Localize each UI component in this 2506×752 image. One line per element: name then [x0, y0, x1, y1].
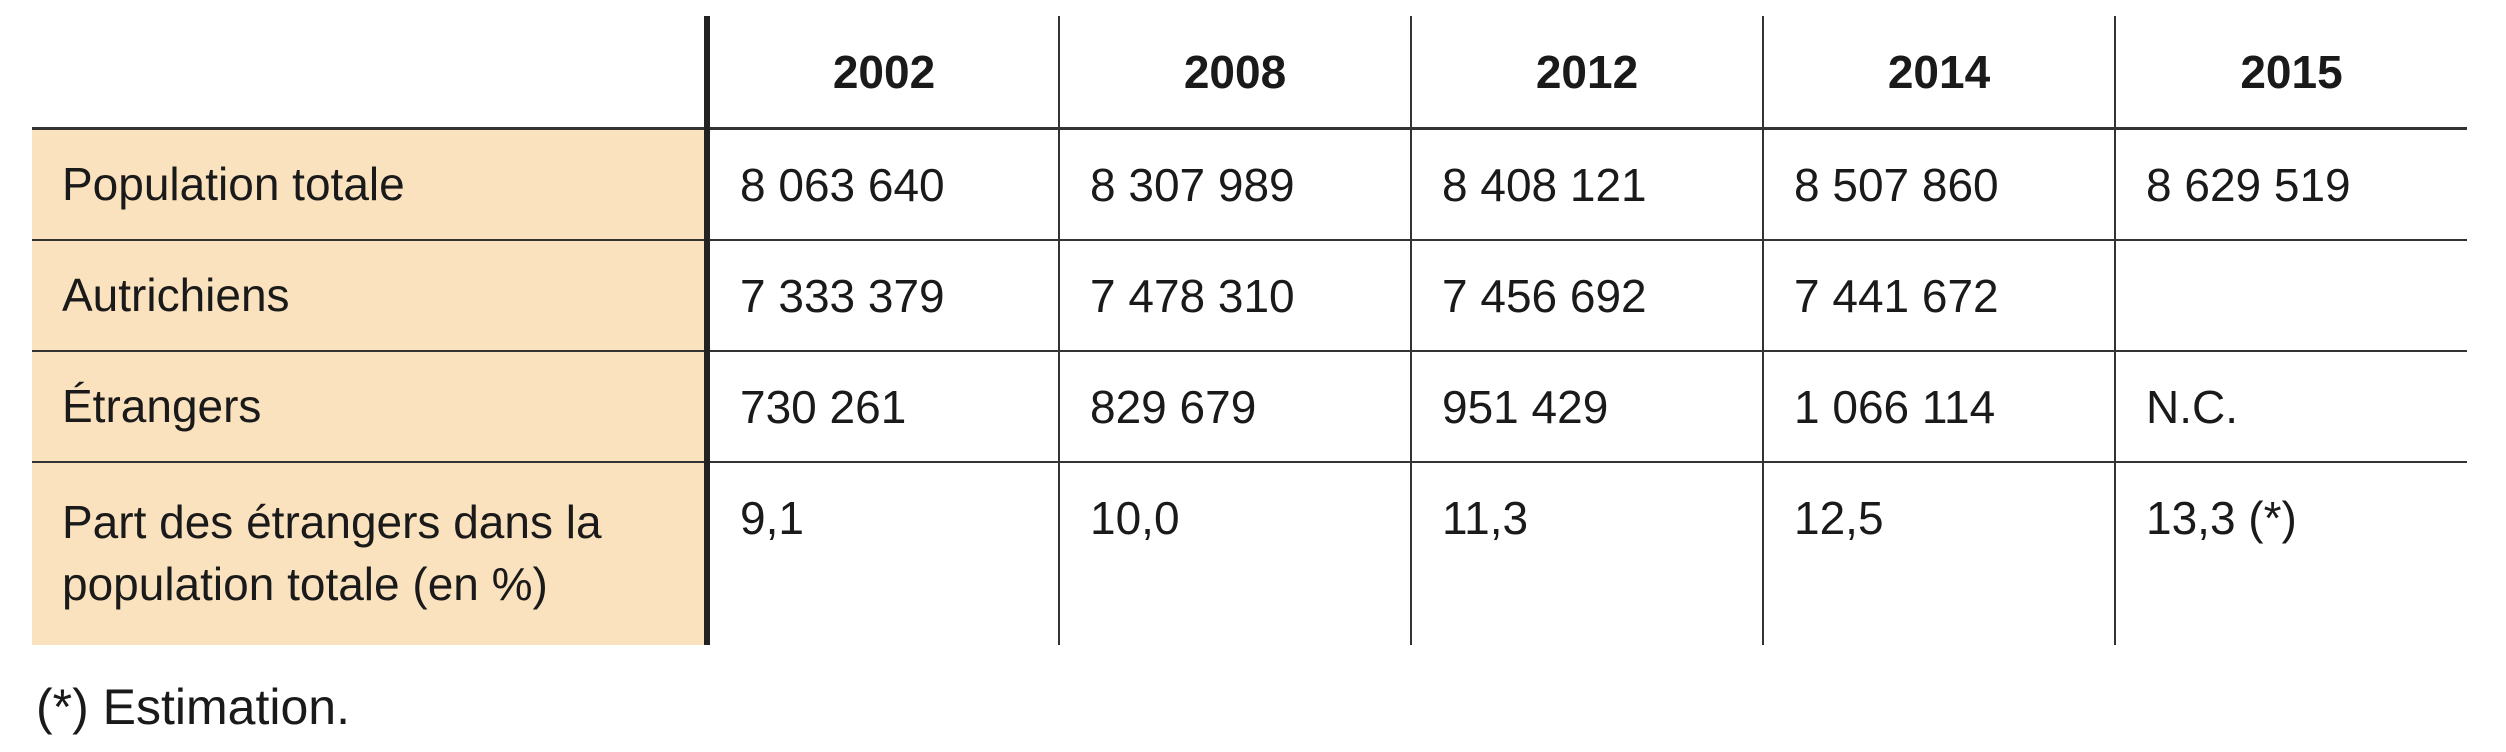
table-cell: 9,1 — [706, 462, 1059, 645]
table-cell: 730 261 — [706, 351, 1059, 463]
table-cell: 12,5 — [1762, 462, 2115, 645]
table-cell — [2114, 240, 2467, 352]
table-cell: 8 629 519 — [2114, 128, 2467, 241]
table-cell: 10,0 — [1058, 462, 1411, 645]
column-header: 2012 — [1410, 16, 1763, 130]
table-cell: 1 066 114 — [1762, 351, 2115, 463]
column-header: 2014 — [1762, 16, 2115, 130]
column-header: 2015 — [2114, 16, 2467, 130]
table-cell: 951 429 — [1410, 351, 1763, 463]
table-cell: 13,3 (*) — [2114, 462, 2467, 645]
table-cell: 7 456 692 — [1410, 240, 1763, 352]
table-row: Autrichiens 7 333 379 7 478 310 7 456 692 7 … — [32, 240, 2467, 352]
table-cell: 8 307 989 — [1058, 128, 1411, 241]
row-label: Part des étrangers dans la population to… — [32, 462, 710, 645]
table-row: Étrangers 730 261 829 679 951 429 1 066 114 N… — [32, 351, 2467, 463]
column-header: 2008 — [1058, 16, 1411, 130]
footnote: (*) Estimation. — [36, 679, 350, 735]
row-label: Autrichiens — [32, 240, 710, 352]
corner-cell — [32, 16, 707, 130]
row-label: Population totale — [32, 128, 710, 241]
table-cell: 829 679 — [1058, 351, 1411, 463]
table-cell: N.C. — [2114, 351, 2467, 463]
header-row: 2002 2008 2012 2014 2015 — [32, 16, 2467, 130]
row-label: Étrangers — [32, 351, 710, 463]
table-cell: 8 408 121 — [1410, 128, 1763, 241]
table-cell: 7 478 310 — [1058, 240, 1411, 352]
table-row: Part des étrangers dans la population to… — [32, 462, 2467, 645]
data-table: 2002 2008 2012 2014 2015 Population totale 8 … — [32, 16, 2467, 645]
table-cell: 7 333 379 — [706, 240, 1059, 352]
table-cell: 8 507 860 — [1762, 128, 2115, 241]
column-header: 2002 — [704, 16, 1059, 130]
table-cell: 11,3 — [1410, 462, 1763, 645]
table-row: Population totale 8 063 640 8 307 989 8 408… — [32, 128, 2467, 241]
table-cell: 8 063 640 — [706, 128, 1059, 241]
table-cell: 7 441 672 — [1762, 240, 2115, 352]
